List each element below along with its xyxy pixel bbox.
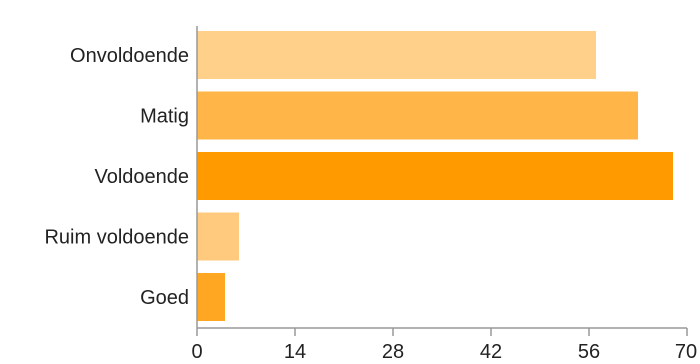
category-labels: Onvoldoende Matig Voldoende Ruim voldoende G… [44, 45, 189, 309]
x-tick-label: 56 [578, 341, 600, 363]
category-label: Goed [140, 287, 189, 309]
x-axis-ticks: 0 14 28 42 56 70 [191, 328, 697, 363]
x-tick-label: 0 [191, 341, 202, 363]
x-tick-label: 28 [382, 341, 404, 363]
x-tick-label: 14 [284, 341, 306, 363]
category-label: Ruim voldoende [44, 227, 189, 249]
bar-matig [197, 91, 638, 140]
bar-voldoende [197, 152, 673, 200]
category-label: Onvoldoende [70, 45, 189, 67]
x-tick-label: 42 [480, 341, 502, 363]
category-label: Matig [140, 106, 189, 128]
bar-goed [197, 273, 225, 321]
bars-group [197, 31, 673, 321]
x-tick-label: 70 [675, 341, 697, 363]
bar-ruim-voldoende [197, 212, 239, 261]
category-label: Voldoende [94, 166, 189, 188]
bar-onvoldoende [197, 31, 596, 79]
